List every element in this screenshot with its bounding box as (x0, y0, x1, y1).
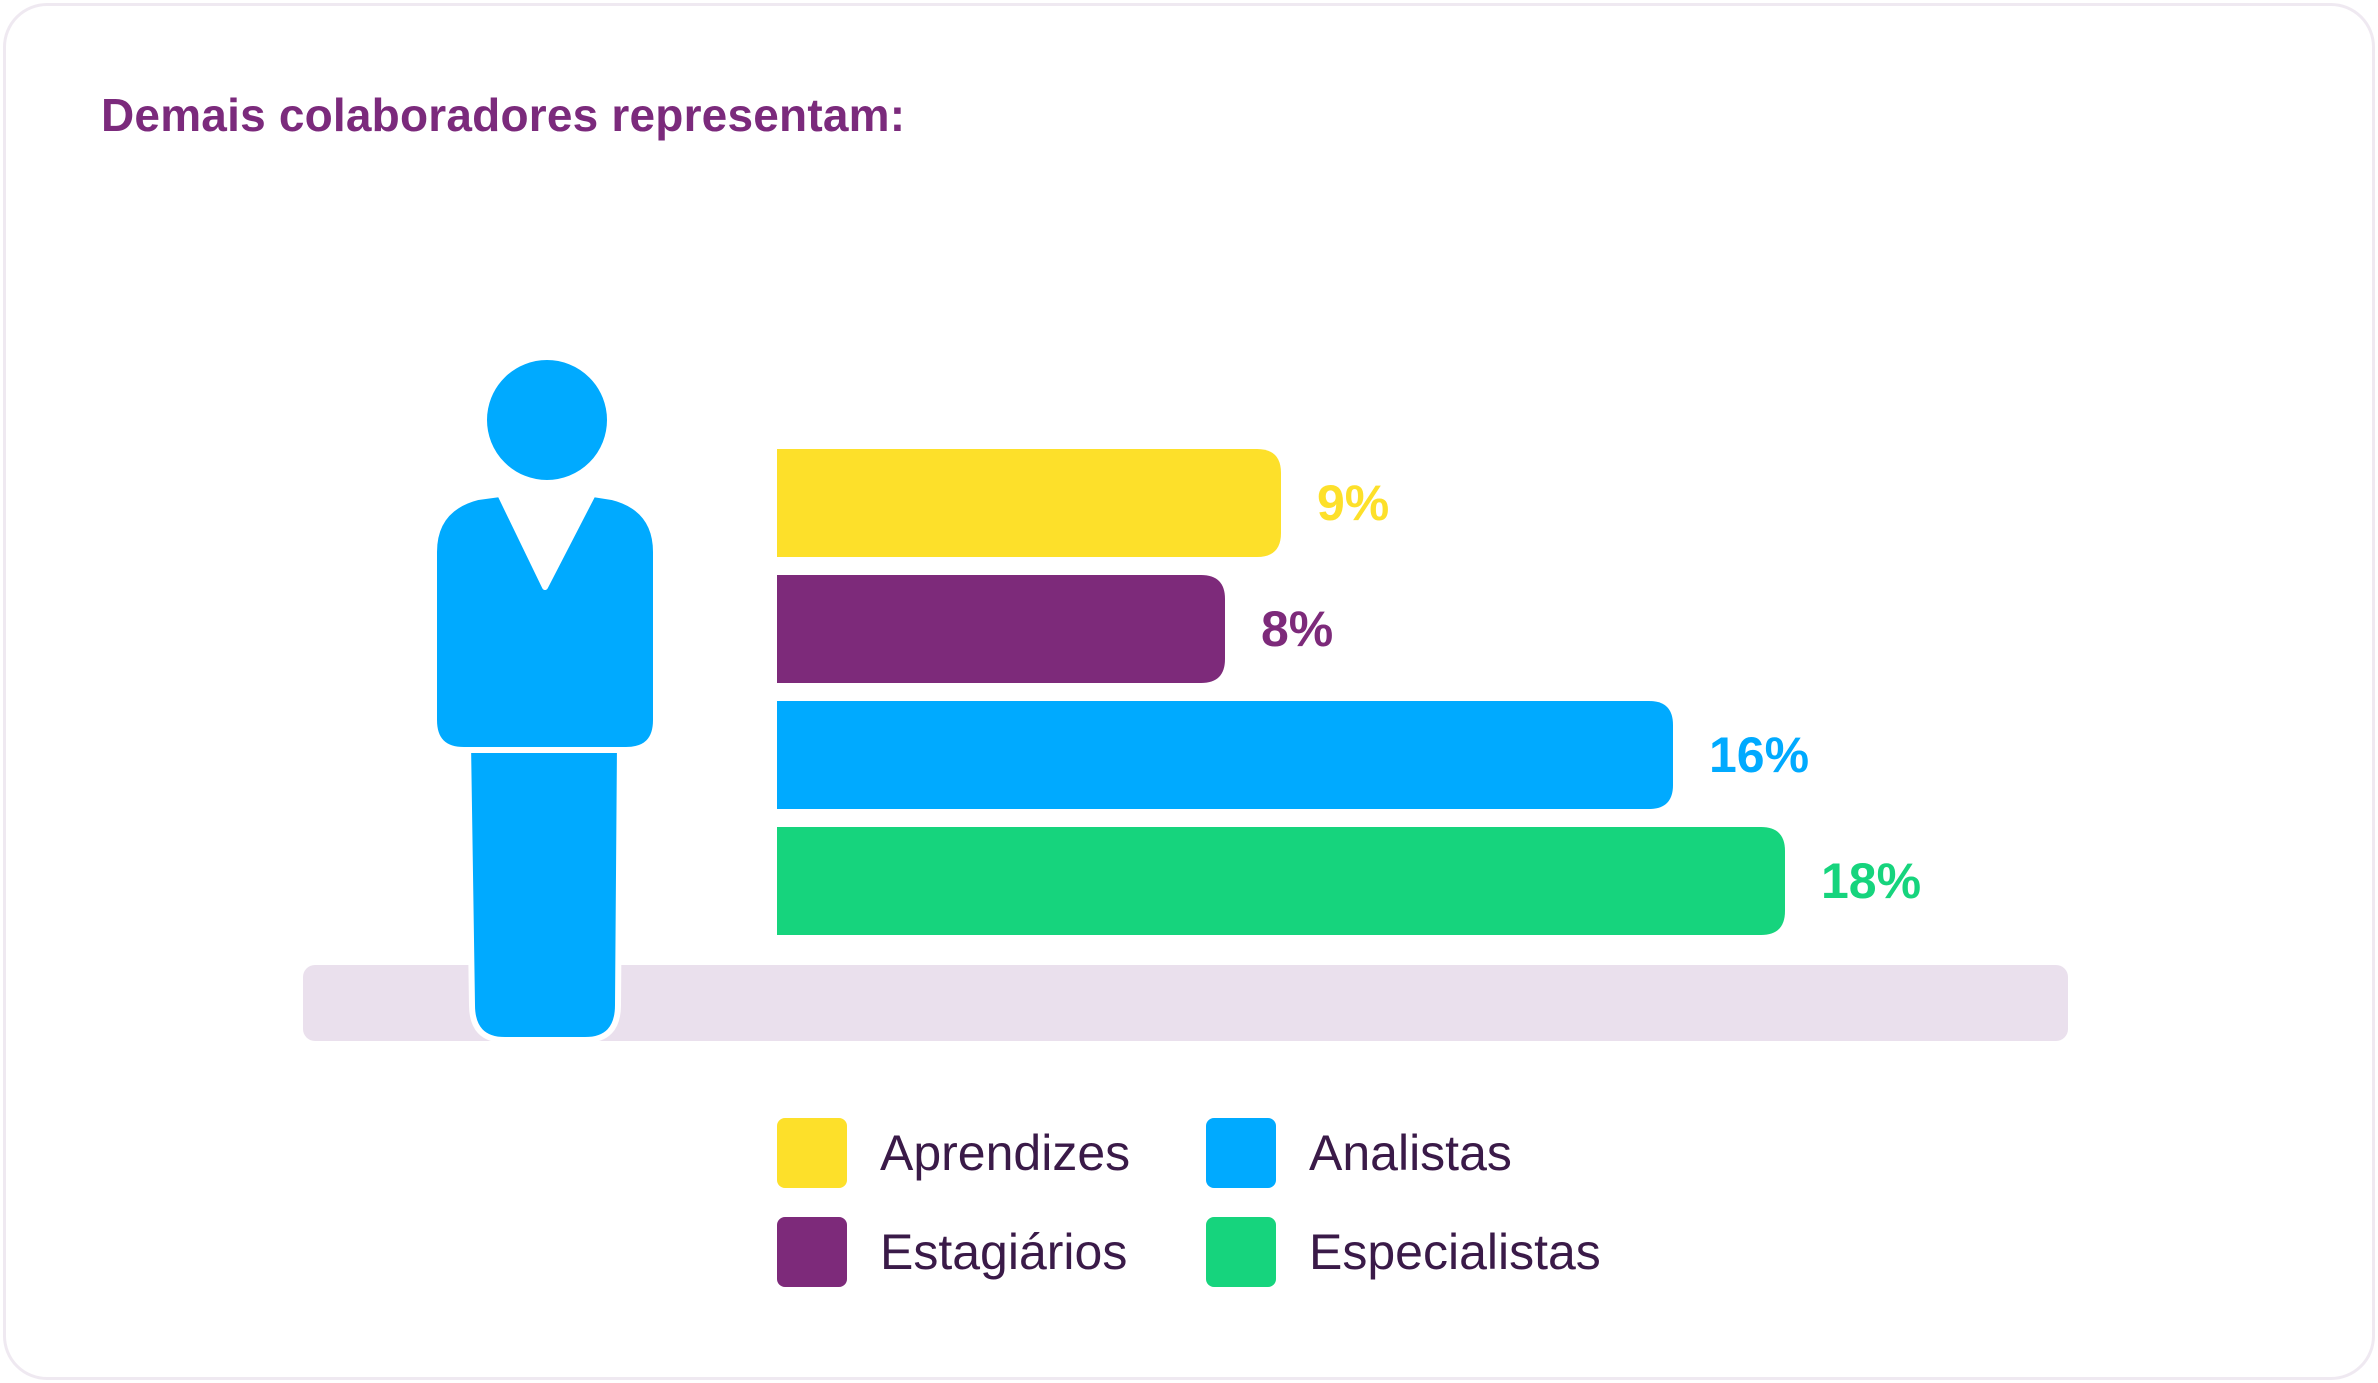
legend-swatch (1206, 1118, 1276, 1188)
legend-item: Especialistas (1206, 1217, 1601, 1287)
legend-swatch (1206, 1217, 1276, 1287)
legend-swatch (777, 1217, 847, 1287)
bar-especialistas (777, 827, 1785, 935)
bar-aprendizes (777, 449, 1281, 557)
legend-item: Aprendizes (777, 1118, 1130, 1188)
bar-value-label: 16% (1709, 727, 1809, 783)
legend-label: Especialistas (1309, 1224, 1601, 1280)
legend-label: Analistas (1309, 1125, 1512, 1181)
bars-layer: 9% 8% 16% 18% (777, 449, 1921, 935)
bar-analistas (777, 701, 1673, 809)
person-icon (431, 354, 659, 1043)
bar-value-label: 18% (1821, 853, 1921, 909)
legend-item: Estagiários (777, 1217, 1127, 1287)
legend-item: Analistas (1206, 1118, 1512, 1188)
bar-value-label: 9% (1317, 475, 1389, 531)
legend-label: Estagiários (880, 1224, 1128, 1280)
legend-swatch (777, 1118, 847, 1188)
floor-bar (303, 965, 2068, 1041)
legend-label: Aprendizes (880, 1125, 1131, 1181)
chart-card (3, 3, 2375, 1380)
chart-title: Demais colaboradores representam: (101, 89, 906, 141)
bar-value-label: 8% (1261, 601, 1333, 657)
bar-estagiários (777, 575, 1225, 683)
